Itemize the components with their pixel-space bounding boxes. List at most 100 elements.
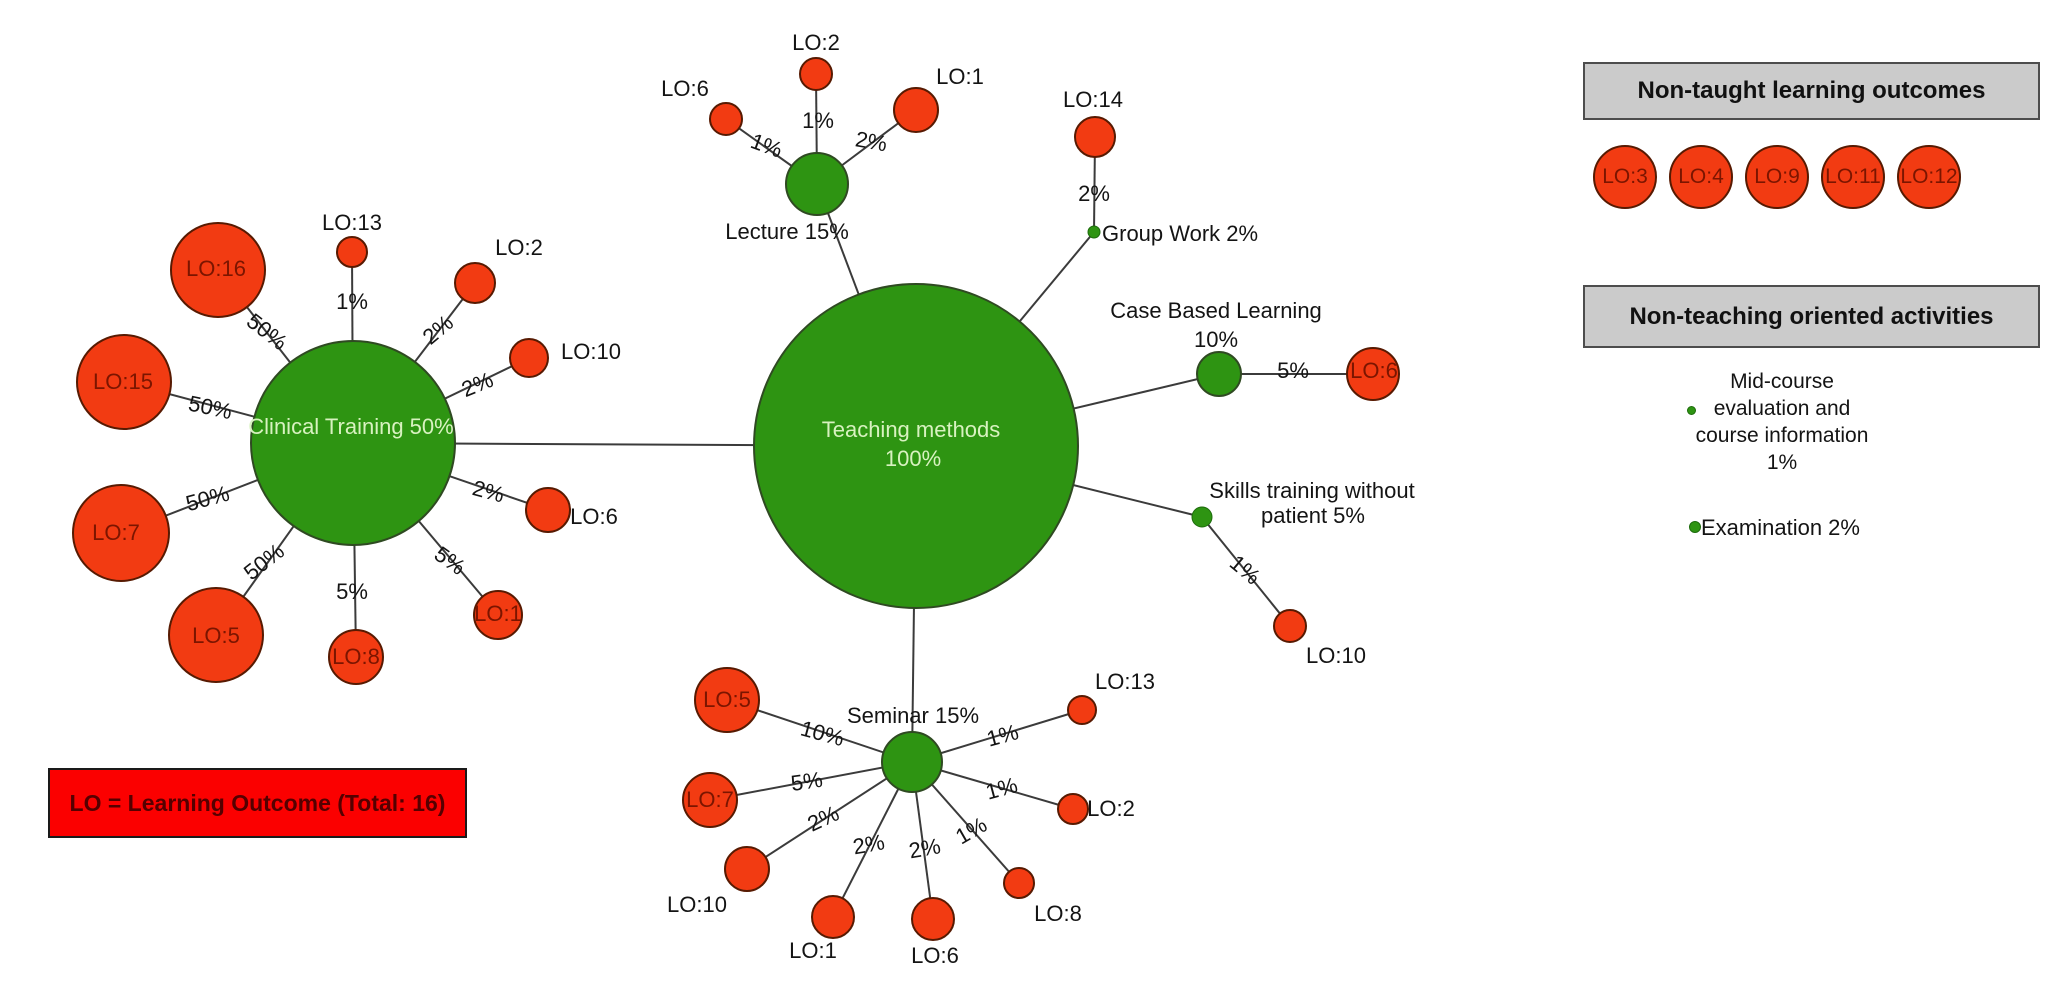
node-seminar	[881, 731, 943, 793]
legend-lo12-circle: LO:12	[1897, 145, 1961, 209]
clinical-lo16-label: LO:16	[186, 256, 246, 281]
node-skills-training	[1191, 506, 1213, 528]
seminar-lo8-label: LO:8	[1034, 901, 1082, 926]
skills-label-line2: patient 5%	[1261, 503, 1365, 528]
weight-seminar-lo6: 2%	[907, 833, 943, 863]
weight-clinical-lo10: 2%	[458, 367, 497, 402]
node-clinical-lo16	[170, 222, 266, 318]
weight-clinical-lo13: 1%	[336, 289, 368, 314]
mid-course-label: Mid-course evaluation and course informa…	[1676, 368, 1888, 476]
node-clinical-lo10	[509, 338, 549, 378]
node-teaching	[753, 283, 1079, 609]
edge-skills-lo10	[1201, 516, 1291, 627]
node-seminar-lo2	[1057, 793, 1089, 825]
teaching-label-line2: 100%	[885, 446, 941, 471]
mid-course-dot-icon	[1687, 406, 1696, 415]
seminar-lo6-label: LO:6	[911, 943, 959, 968]
cbl-lo6-label: LO:6	[1350, 358, 1398, 383]
node-clinical-lo15	[76, 334, 172, 430]
cbl-label-line2: 10%	[1194, 327, 1238, 352]
node-clinical-lo13	[336, 236, 368, 268]
clinical-label: Clinical Training 50%	[248, 414, 453, 439]
weight-seminar-lo13: 1%	[984, 719, 1021, 751]
skills-label-line1: Skills training without	[1209, 478, 1414, 503]
groupwork-label: Group Work 2%	[1102, 221, 1258, 246]
weight-clinical-lo16: 50%	[242, 308, 292, 355]
node-clinical-training	[250, 340, 456, 546]
node-lecture-lo1	[893, 87, 939, 133]
node-seminar-lo7	[682, 772, 738, 828]
clinical-lo7-label: LO:7	[92, 520, 140, 545]
node-group-work	[1087, 225, 1101, 239]
node-seminar-lo10	[724, 846, 770, 892]
node-cbl-lo6	[1346, 347, 1400, 401]
node-lecture-lo2	[799, 57, 833, 91]
clinical-lo2-label: LO:2	[495, 235, 543, 260]
legend-lo3-circle: LO:3	[1593, 145, 1657, 209]
weight-lecture-lo1: 2%	[853, 126, 889, 156]
mid-course-line1: Mid-course	[1730, 370, 1834, 393]
lecture-lo2-label: LO:2	[792, 30, 840, 55]
weight-seminar-lo10: 2%	[804, 800, 843, 836]
examination-label: Examination 2%	[1701, 515, 1860, 540]
groupwork-lo14-label: LO:14	[1063, 87, 1123, 112]
mid-course-line2: evaluation and	[1713, 397, 1851, 420]
skills-lo10-label: LO:10	[1306, 643, 1366, 668]
clinical-lo5-label: LO:5	[192, 623, 240, 648]
teaching-label-line1: Teaching methods	[822, 417, 1001, 442]
weight-seminar-lo2: 1%	[983, 772, 1020, 804]
weight-skills-lo10: 1%	[1225, 550, 1265, 590]
node-seminar-lo5	[694, 667, 760, 733]
node-seminar-lo6	[911, 897, 955, 941]
node-clinical-lo8	[328, 629, 384, 685]
clinical-lo10-label: LO:10	[561, 339, 621, 364]
lecture-lo6-label: LO:6	[661, 76, 709, 101]
seminar-lo7-label: LO:7	[686, 787, 734, 812]
node-clinical-lo7	[72, 484, 170, 582]
legend-lo9-circle: LO:9	[1745, 145, 1809, 209]
weight-clinical-lo7: 50%	[183, 481, 232, 517]
legend-lo4-circle: LO:4	[1669, 145, 1733, 209]
lecture-lo1-label: LO:1	[936, 64, 984, 89]
node-case-based-learning	[1196, 351, 1242, 397]
legend-non-teaching-header: Non-teaching oriented activities	[1583, 285, 2040, 348]
weight-clinical-lo2: 2%	[418, 310, 458, 350]
mid-course-line4: 1%	[1766, 451, 1798, 474]
node-clinical-lo1	[473, 590, 523, 640]
node-lecture	[785, 152, 849, 216]
seminar-lo2-label: LO:2	[1087, 796, 1135, 821]
node-clinical-lo2	[454, 262, 496, 304]
lecture-label: Lecture 15%	[725, 219, 849, 244]
clinical-lo1-label: LO:1	[474, 601, 522, 626]
weight-cbl-lo6: 5%	[1277, 358, 1309, 383]
seminar-label: Seminar 15%	[847, 703, 979, 728]
legend-lo11-circle: LO:11	[1821, 145, 1885, 209]
weight-seminar-lo1: 2%	[851, 829, 887, 859]
clinical-lo13-label: LO:13	[322, 210, 382, 235]
weight-clinical-lo15: 50%	[186, 391, 234, 425]
weight-clinical-lo6: 2%	[470, 475, 507, 507]
node-lecture-lo6	[709, 102, 743, 136]
clinical-lo8-label: LO:8	[332, 644, 380, 669]
seminar-lo1-label: LO:1	[789, 938, 837, 963]
node-skills-lo10	[1273, 609, 1307, 643]
legend-non-taught-header: Non-taught learning outcomes	[1583, 62, 2040, 120]
cbl-label-line1: Case Based Learning	[1110, 298, 1322, 323]
weight-clinical-lo8: 5%	[336, 579, 368, 604]
examination-dot-icon	[1689, 521, 1701, 533]
node-clinical-lo6	[525, 487, 571, 533]
weight-seminar-lo7: 5%	[789, 767, 824, 796]
weight-seminar-lo5: 10%	[798, 716, 847, 752]
weight-lecture-lo2: 1%	[802, 108, 834, 133]
weight-clinical-lo5: 50%	[239, 538, 289, 585]
node-seminar-lo8	[1003, 867, 1035, 899]
node-groupwork-lo14	[1074, 116, 1116, 158]
node-seminar-lo13	[1067, 695, 1097, 725]
seminar-lo13-label: LO:13	[1095, 669, 1155, 694]
mid-course-line3: course information	[1695, 424, 1869, 447]
seminar-lo10-label: LO:10	[667, 892, 727, 917]
legend-non-taught-circles: LO:3 LO:4 LO:9 LO:11 LO:12	[1593, 145, 1961, 209]
node-clinical-lo5	[168, 587, 264, 683]
